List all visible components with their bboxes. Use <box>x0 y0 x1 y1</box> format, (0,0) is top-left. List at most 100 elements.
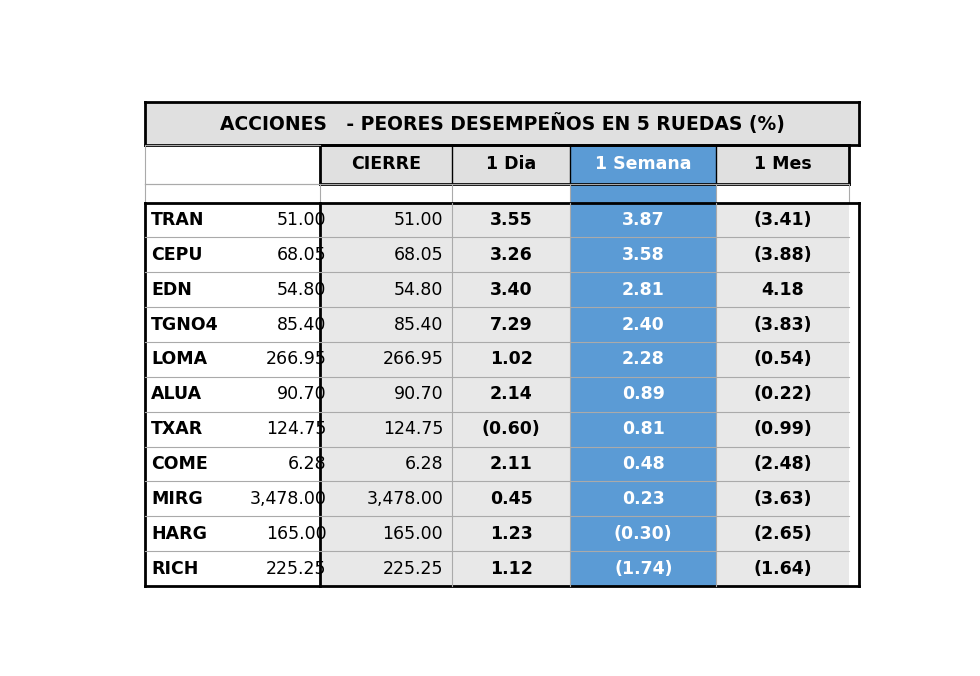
Text: 2.40: 2.40 <box>622 316 664 334</box>
Bar <box>145 342 320 377</box>
Text: 90.70: 90.70 <box>276 385 326 404</box>
Text: 3,478.00: 3,478.00 <box>249 490 326 508</box>
Text: 225.25: 225.25 <box>382 560 443 577</box>
Text: 4.18: 4.18 <box>761 281 804 299</box>
Bar <box>320 481 453 516</box>
Text: (1.64): (1.64) <box>754 560 811 577</box>
Text: RICH: RICH <box>151 560 199 577</box>
Bar <box>320 412 453 447</box>
Bar <box>145 102 859 145</box>
Bar <box>320 551 453 586</box>
Text: LOMA: LOMA <box>151 350 208 368</box>
Bar <box>716 377 849 412</box>
Text: (1.74): (1.74) <box>614 560 672 577</box>
Text: HARG: HARG <box>151 525 208 543</box>
Text: (3.83): (3.83) <box>754 316 811 334</box>
Text: 0.45: 0.45 <box>490 490 532 508</box>
Bar <box>716 203 849 237</box>
Bar <box>453 481 570 516</box>
Bar <box>145 185 320 203</box>
Text: CEPU: CEPU <box>151 246 203 264</box>
Bar <box>320 237 453 272</box>
Bar <box>570 307 716 342</box>
Text: 1 Semana: 1 Semana <box>595 155 692 173</box>
Text: 1.02: 1.02 <box>490 350 532 368</box>
Bar <box>145 145 320 185</box>
Bar <box>716 516 849 551</box>
Text: 165.00: 165.00 <box>266 525 326 543</box>
Bar <box>145 447 320 481</box>
Bar <box>145 481 320 516</box>
Text: (0.99): (0.99) <box>753 420 811 438</box>
Bar <box>570 272 716 307</box>
Bar <box>320 481 453 516</box>
Text: 124.75: 124.75 <box>383 420 443 438</box>
Text: (2.48): (2.48) <box>754 455 811 473</box>
Bar <box>453 342 570 377</box>
Text: COME: COME <box>151 455 208 473</box>
Text: 6.28: 6.28 <box>288 455 326 473</box>
Bar <box>145 516 320 551</box>
Bar <box>320 185 453 203</box>
Bar <box>453 551 570 586</box>
Text: 1.23: 1.23 <box>490 525 532 543</box>
Text: 68.05: 68.05 <box>276 246 326 264</box>
Bar <box>320 516 453 551</box>
Text: 3.87: 3.87 <box>622 211 664 229</box>
Bar <box>453 516 570 551</box>
Text: 2.28: 2.28 <box>622 350 664 368</box>
Bar <box>320 447 453 481</box>
Bar <box>320 342 453 377</box>
Bar <box>716 551 849 586</box>
Text: 165.00: 165.00 <box>382 525 443 543</box>
Bar <box>320 551 453 586</box>
Bar <box>320 145 453 185</box>
Bar <box>320 203 453 237</box>
Bar <box>320 377 453 412</box>
Text: TRAN: TRAN <box>151 211 205 229</box>
Text: ALUA: ALUA <box>151 385 203 404</box>
Bar <box>570 551 716 586</box>
Bar <box>453 412 570 447</box>
Text: CIERRE: CIERRE <box>351 155 421 173</box>
Text: EDN: EDN <box>151 281 192 299</box>
Text: (3.41): (3.41) <box>754 211 811 229</box>
Text: 3.40: 3.40 <box>490 281 532 299</box>
Bar <box>320 272 453 307</box>
Bar <box>320 447 453 481</box>
Bar <box>716 342 849 377</box>
Text: 54.80: 54.80 <box>394 281 443 299</box>
Text: 0.81: 0.81 <box>622 420 664 438</box>
Text: (3.63): (3.63) <box>754 490 811 508</box>
Bar <box>320 203 453 237</box>
Text: (3.88): (3.88) <box>754 246 811 264</box>
Bar <box>453 185 570 203</box>
Text: 2.81: 2.81 <box>622 281 664 299</box>
Bar <box>320 307 453 342</box>
Bar <box>716 237 849 272</box>
Text: 1.12: 1.12 <box>490 560 532 577</box>
Bar <box>570 377 716 412</box>
Text: 3.26: 3.26 <box>490 246 532 264</box>
Text: 3.55: 3.55 <box>490 211 532 229</box>
Bar <box>145 307 320 342</box>
Text: 0.48: 0.48 <box>622 455 664 473</box>
Bar <box>570 447 716 481</box>
Bar <box>320 272 453 307</box>
Text: ACCIONES   - PEORES DESEMPEÑOS EN 5 RUEDAS (%): ACCIONES - PEORES DESEMPEÑOS EN 5 RUEDAS… <box>220 113 785 134</box>
Bar <box>453 377 570 412</box>
Text: 2.11: 2.11 <box>490 455 532 473</box>
Bar <box>716 412 849 447</box>
Text: TGNO4: TGNO4 <box>151 316 219 334</box>
Bar <box>453 307 570 342</box>
Bar <box>320 412 453 447</box>
Bar <box>145 412 320 447</box>
Text: (0.30): (0.30) <box>613 525 672 543</box>
Bar <box>570 185 716 203</box>
Text: 3,478.00: 3,478.00 <box>367 490 443 508</box>
Text: 225.25: 225.25 <box>266 560 326 577</box>
Bar <box>570 516 716 551</box>
Text: 3.58: 3.58 <box>622 246 664 264</box>
Bar <box>570 342 716 377</box>
Text: 124.75: 124.75 <box>266 420 326 438</box>
